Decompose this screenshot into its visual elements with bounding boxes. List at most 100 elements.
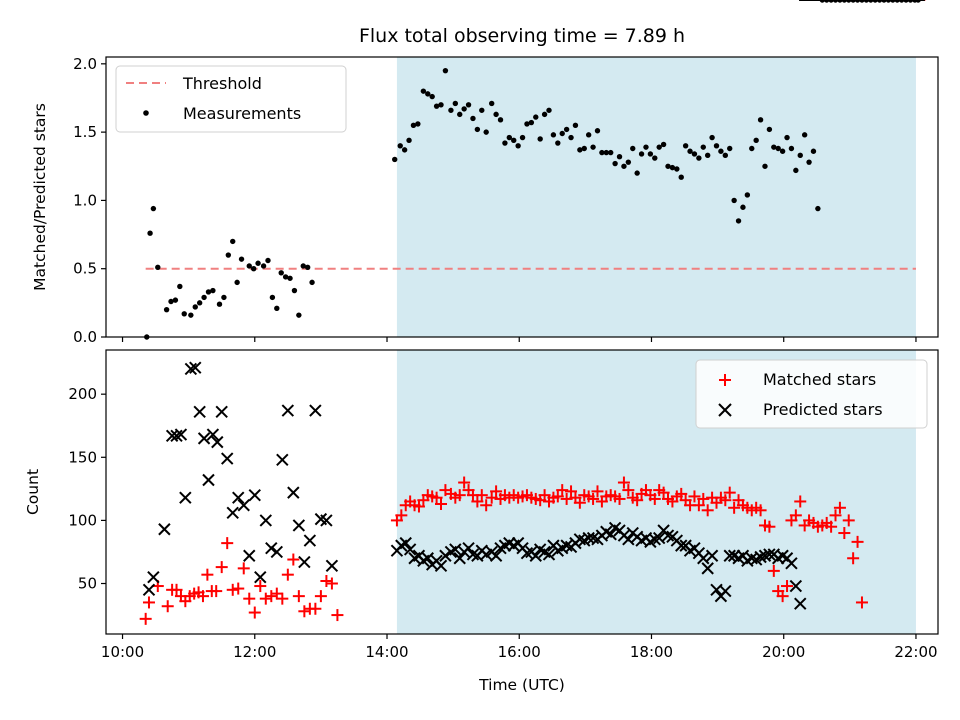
top-ytick-label: 0.0 bbox=[73, 328, 97, 346]
measurement-point bbox=[230, 238, 236, 245]
measurement-point bbox=[559, 130, 565, 137]
bottom-legend: Matched stars Predicted stars bbox=[695, 359, 928, 429]
xtick-label: 20:00 bbox=[762, 643, 805, 661]
matched-star-point bbox=[281, 568, 294, 581]
measurement-point bbox=[722, 152, 729, 159]
matched-star-point bbox=[617, 476, 630, 489]
measurement-point bbox=[678, 174, 684, 180]
matched-star-point bbox=[776, 590, 789, 603]
measurement-point bbox=[420, 88, 427, 94]
matched-star-point bbox=[471, 495, 484, 508]
matched-star-point bbox=[292, 590, 305, 603]
measurement-point bbox=[616, 154, 623, 160]
measurement-point bbox=[815, 205, 821, 212]
measurement-point bbox=[291, 287, 298, 294]
predicted-star-point bbox=[211, 435, 224, 449]
predicted-star-point bbox=[265, 541, 278, 555]
measurement-point bbox=[309, 279, 315, 286]
measurement-point bbox=[555, 140, 561, 146]
matched-star-point bbox=[254, 580, 267, 593]
predicted-star-point bbox=[193, 405, 206, 419]
measurement-point bbox=[621, 163, 627, 169]
predicted-star-point bbox=[560, 539, 573, 552]
measurement-point bbox=[638, 151, 645, 157]
matched-star-point bbox=[287, 553, 300, 566]
bottom-ytick-label: 200 bbox=[68, 385, 97, 403]
measurement-point bbox=[234, 279, 240, 286]
measurement-point bbox=[397, 143, 403, 149]
measurement-point bbox=[216, 301, 223, 307]
measurement-point bbox=[793, 167, 799, 174]
measurement-point bbox=[687, 148, 693, 154]
measurement-point bbox=[563, 126, 570, 133]
measurement-point bbox=[205, 289, 212, 295]
measurement-point bbox=[511, 137, 517, 144]
measurement-point bbox=[147, 230, 153, 236]
matched-star-point bbox=[270, 587, 283, 600]
measurement-point bbox=[709, 134, 715, 141]
measurement-point bbox=[647, 151, 654, 157]
measurement-point bbox=[300, 263, 306, 269]
measurement-point bbox=[210, 287, 216, 294]
measurement-point bbox=[448, 107, 454, 113]
measurement-point bbox=[515, 143, 521, 149]
legend-predicted-label: Predicted stars bbox=[763, 400, 883, 419]
measurement-point bbox=[296, 312, 302, 318]
measurement-point bbox=[656, 144, 662, 150]
measurement-point bbox=[727, 145, 733, 152]
measurement-point bbox=[674, 166, 680, 172]
measurement-point bbox=[643, 144, 649, 150]
measurement-point bbox=[771, 144, 777, 150]
measurement-point bbox=[278, 270, 284, 276]
measurement-point bbox=[740, 204, 746, 210]
measurement-point bbox=[457, 111, 463, 118]
top-legend: Threshold Measurements bbox=[115, 65, 347, 133]
matched-star-point bbox=[719, 494, 732, 507]
matched-star-point bbox=[309, 602, 322, 615]
matched-star-point bbox=[232, 582, 245, 595]
matched-star-point bbox=[226, 583, 239, 596]
matched-star-point bbox=[259, 592, 272, 605]
predicted-star-point bbox=[622, 533, 635, 546]
matched-star-point bbox=[631, 494, 644, 507]
bottom-ytick-label: 50 bbox=[78, 575, 97, 593]
measurement-point bbox=[766, 126, 773, 133]
measurement-point bbox=[550, 132, 557, 138]
predicted-star-point bbox=[147, 570, 160, 584]
matched-star-point bbox=[825, 520, 838, 533]
matched-star-point bbox=[688, 490, 701, 503]
predicted-star-point bbox=[158, 523, 171, 536]
measurement-point bbox=[691, 151, 698, 157]
matched-star-point bbox=[565, 485, 578, 498]
measurement-point bbox=[181, 311, 187, 317]
measurement-point bbox=[401, 147, 408, 153]
xtick-label: 14:00 bbox=[365, 643, 408, 661]
measurement-point bbox=[784, 134, 790, 141]
matched-star-point bbox=[538, 489, 551, 502]
predicted-star-point bbox=[789, 579, 803, 593]
top-observing-window bbox=[396, 57, 916, 337]
measurement-point bbox=[425, 91, 431, 97]
measurement-point bbox=[713, 143, 720, 149]
predicted-star-point bbox=[254, 570, 267, 584]
legend-predicted-swatch bbox=[718, 403, 732, 417]
measurement-point bbox=[810, 148, 817, 154]
matched-star-point bbox=[170, 583, 183, 596]
predicted-star-point bbox=[287, 486, 300, 499]
measurement-point bbox=[433, 103, 440, 109]
measurement-point bbox=[630, 145, 636, 152]
measurement-point bbox=[669, 164, 676, 171]
matched-star-point bbox=[591, 485, 604, 498]
measurement-point bbox=[188, 312, 194, 318]
measurement-point bbox=[797, 152, 803, 159]
matched-star-point bbox=[613, 492, 626, 505]
bottom-panel: 50 100 150 200 10:00 12:00 14:00 16:00 18:00 20:… bbox=[24, 0, 939, 694]
measurement-point bbox=[150, 205, 157, 212]
predicted-star-point bbox=[184, 362, 198, 376]
measurement-point bbox=[415, 121, 421, 127]
predicted-star-point bbox=[586, 531, 600, 545]
top-panel-frame bbox=[105, 56, 939, 338]
measurement-point bbox=[665, 163, 671, 169]
measurement-point bbox=[246, 263, 252, 269]
measurement-point bbox=[282, 274, 289, 280]
